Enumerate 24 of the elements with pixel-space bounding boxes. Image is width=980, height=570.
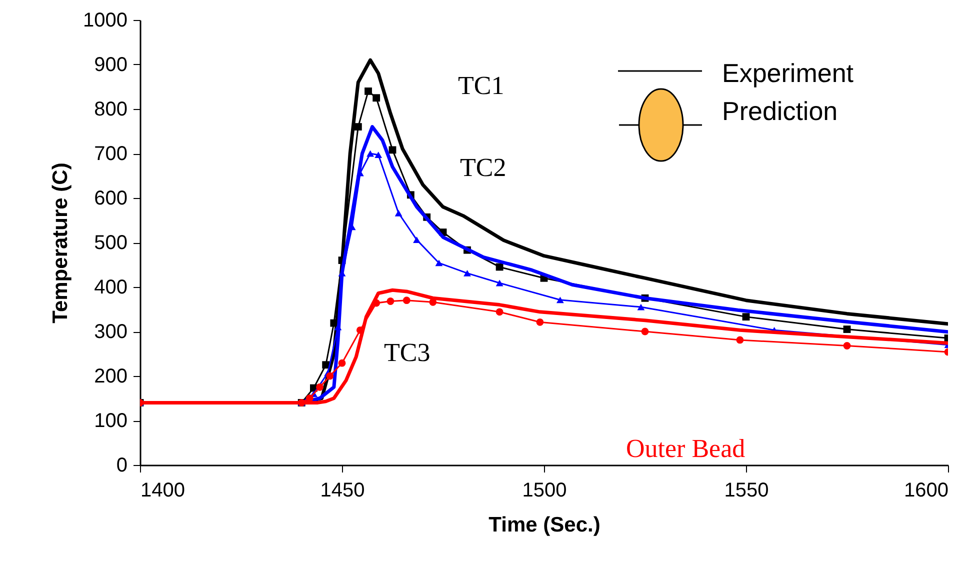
y-tick-label: 800 <box>94 98 128 120</box>
y-axis-title: Temperature (C) <box>49 162 72 324</box>
annotation: Prediction <box>722 96 838 126</box>
x-axis-title: Time (Sec.) <box>488 514 600 536</box>
annotation: Experiment <box>722 58 854 88</box>
annotation: TC2 <box>460 153 506 182</box>
x-tick-label: 1400 <box>140 480 185 502</box>
annotation: Outer Bead <box>626 434 746 463</box>
y-tick-label: 900 <box>94 54 128 76</box>
x-tick-label: 1600 <box>904 480 948 502</box>
y-tick-label: 300 <box>94 321 128 343</box>
x-tick-label: 1450 <box>320 480 365 502</box>
x-tick-label: 1500 <box>522 480 567 502</box>
annotation: TC1 <box>458 71 504 100</box>
x-tick-label: 1550 <box>724 480 769 502</box>
annotation: TC3 <box>384 338 430 367</box>
y-tick-label: 200 <box>94 366 128 388</box>
y-tick-label: 500 <box>94 232 128 254</box>
y-tick-label: 600 <box>94 188 128 210</box>
y-tick-label: 700 <box>94 143 128 165</box>
y-tick-label: 100 <box>94 410 128 432</box>
y-tick-label: 0 <box>116 454 128 476</box>
y-tick-label: 400 <box>94 276 128 298</box>
y-tick-label: 1000 <box>83 10 128 32</box>
